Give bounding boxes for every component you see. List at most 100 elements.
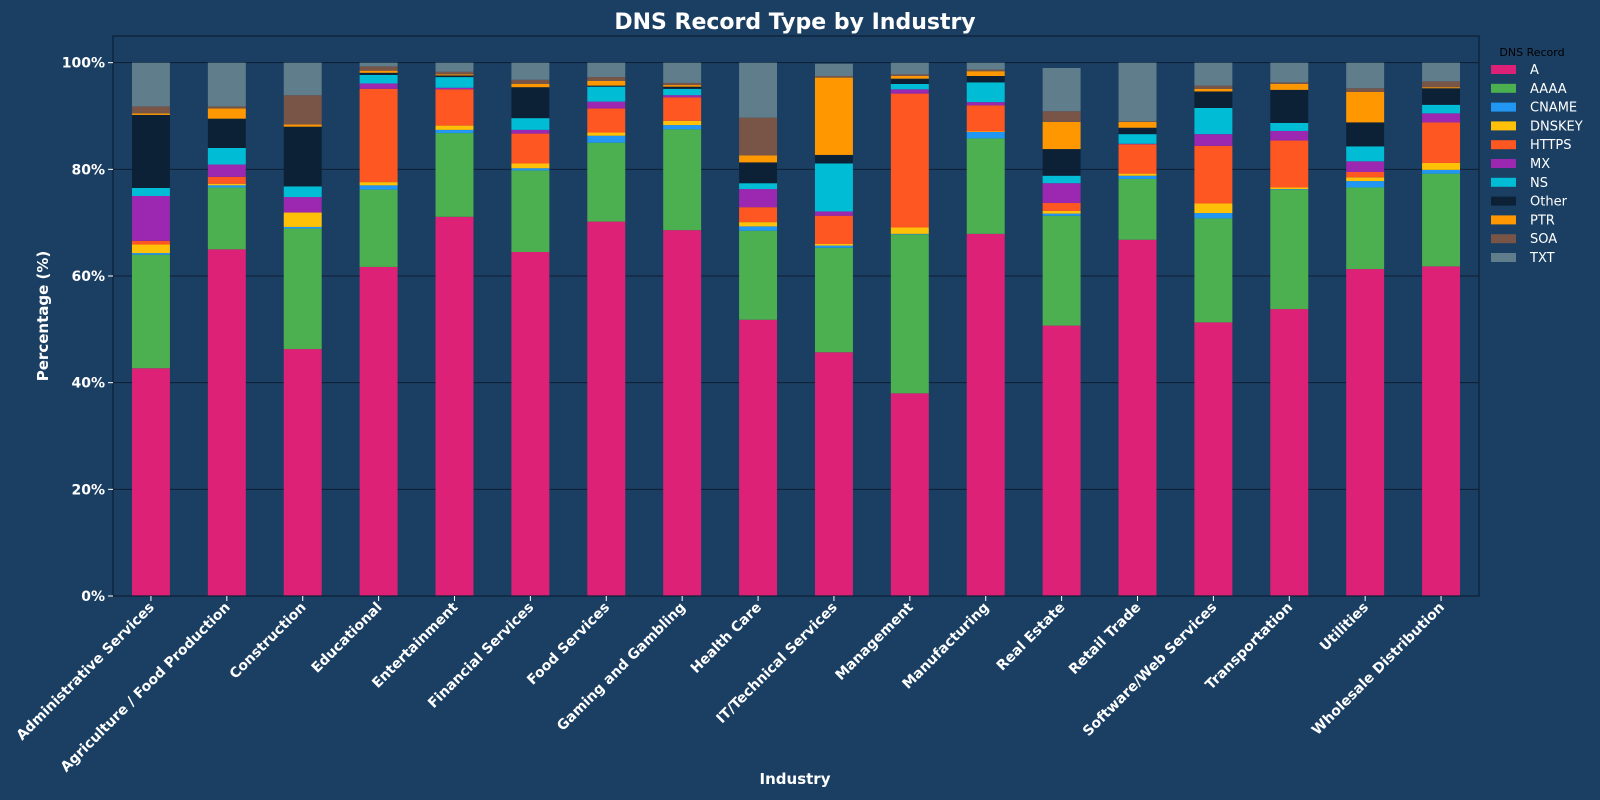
bar-segment-https [1194, 145, 1233, 204]
bar-segment-other [739, 162, 778, 184]
bar-segment-dnskey [283, 212, 322, 227]
legend-swatch-ptr [1491, 215, 1516, 225]
bar-segment-ptr [1346, 92, 1385, 123]
bar-segment-dnskey [1346, 177, 1385, 182]
bar-segment-other [1422, 88, 1461, 105]
bar-segment-soa [1346, 88, 1385, 92]
bar-segment-aaaa [1042, 215, 1081, 326]
bar-segment-aaaa [814, 247, 853, 353]
bar-segment-a [663, 230, 702, 596]
bar-segment-cname [739, 226, 778, 231]
bar-segment-https [1422, 122, 1461, 163]
bar-segment-ptr [1042, 121, 1081, 150]
y-axis-ticks: 0% 20% 40% 60% 80% 100% [62, 56, 113, 605]
bar-segment-soa [814, 76, 853, 78]
bar-segment-mx [1042, 183, 1081, 203]
legend-swatch-cname [1491, 102, 1516, 112]
bar-segment-txt [511, 62, 550, 80]
bar-segment-ns [1042, 175, 1081, 184]
bar-segment-aaaa [1118, 178, 1157, 240]
bar-segment-cname [359, 185, 398, 190]
bar-segment-a [511, 252, 550, 596]
bar-segment-ns [1118, 134, 1157, 144]
legend-label-https: HTTPS [1530, 138, 1572, 153]
bar-segment-aaaa [435, 133, 474, 217]
bar-segment-a [435, 216, 474, 597]
legend-swatch-https [1491, 140, 1516, 150]
bar-segment-other [1346, 122, 1385, 147]
bar-segment-mx [814, 211, 853, 216]
bar-segment-txt [131, 62, 170, 107]
bar-segment-soa [1422, 81, 1461, 88]
bar-segment-a [739, 319, 778, 596]
bar-segment-a [966, 233, 1005, 596]
y-tick-label: 40% [71, 376, 105, 392]
bar-segment-soa [1270, 82, 1309, 84]
legend-swatch-mx [1491, 159, 1516, 168]
bar-segment-a [1422, 266, 1461, 596]
legend-title: DNS Record [1499, 46, 1564, 59]
bar-segment-soa [435, 71, 474, 75]
bar-segment-aaaa [1194, 218, 1233, 323]
bar-segment-soa [1042, 111, 1081, 122]
bar-segment-dnskey [814, 244, 853, 246]
bar-segment-mx [435, 87, 474, 90]
bar-segment-cname [131, 253, 170, 255]
bar-segment-soa [663, 82, 702, 86]
y-tick-label: 80% [71, 162, 105, 178]
chart-title: DNS Record Type by Industry [614, 10, 975, 35]
bar-segment-a [1194, 322, 1233, 596]
bar-segment-mx [587, 101, 626, 109]
bar-segment-cname [511, 168, 550, 171]
bar-segment-ptr [739, 155, 778, 163]
legend-label-dnskey: DNSKEY [1530, 119, 1583, 134]
bar-segment-ns [511, 118, 550, 130]
bar-segment-ns [966, 82, 1005, 103]
bar-segment-aaaa [739, 230, 778, 320]
legend-swatch-txt [1491, 253, 1516, 262]
bar-segment-soa [1118, 121, 1157, 122]
legend-label-cname: CNAME [1530, 101, 1577, 116]
bar-segment-a [131, 368, 170, 596]
bar-segment-txt [1346, 62, 1385, 89]
bar-segment-a [1042, 325, 1081, 596]
bar-segment-a [1270, 309, 1309, 596]
bar-segment-ptr [966, 71, 1005, 76]
bar-segment-ns [890, 84, 929, 90]
bar-segment-ptr [131, 113, 170, 115]
bar-segment-soa [966, 69, 1005, 72]
bar-segment-aaaa [207, 187, 246, 250]
bar-segment-https [1042, 202, 1081, 211]
legend-swatch-a [1491, 65, 1516, 74]
bar-segment-https [1118, 144, 1157, 174]
legend-label-ns: NS [1530, 176, 1548, 191]
bar-segment-mx [131, 196, 170, 241]
bar-segment-dnskey [1118, 173, 1157, 176]
bar-segment-soa [283, 95, 322, 125]
bar-segment-cname [966, 132, 1005, 139]
bar-segment-txt [663, 62, 702, 83]
bar-segment-ns [663, 88, 702, 96]
bar-segment-dnskey [587, 132, 626, 136]
bar-segment-ns [131, 188, 170, 196]
bar-segment-cname [587, 135, 626, 143]
bar-segment-mx [966, 102, 1005, 106]
y-tick-label: 20% [71, 482, 105, 498]
bar-segment-https [435, 89, 474, 126]
bar-segment-aaaa [359, 189, 398, 267]
bar-segment-txt [1042, 68, 1081, 112]
bar-segment-txt [890, 62, 929, 75]
bar-segment-aaaa [1346, 187, 1385, 270]
bar-segment-other [131, 114, 170, 188]
bar-segment-mx [1270, 130, 1309, 141]
bar-segment-aaaa [1270, 189, 1309, 310]
legend-label-a: A [1530, 63, 1539, 78]
bar-segment-txt [1118, 62, 1157, 122]
legend-swatch-soa [1491, 234, 1516, 244]
bar-segment-ptr [1422, 87, 1461, 89]
bar-segment-other [1194, 91, 1233, 108]
bar-segment-aaaa [1422, 173, 1461, 267]
bar-segment-dnskey [966, 131, 1005, 132]
bar-segment-a [814, 352, 853, 596]
